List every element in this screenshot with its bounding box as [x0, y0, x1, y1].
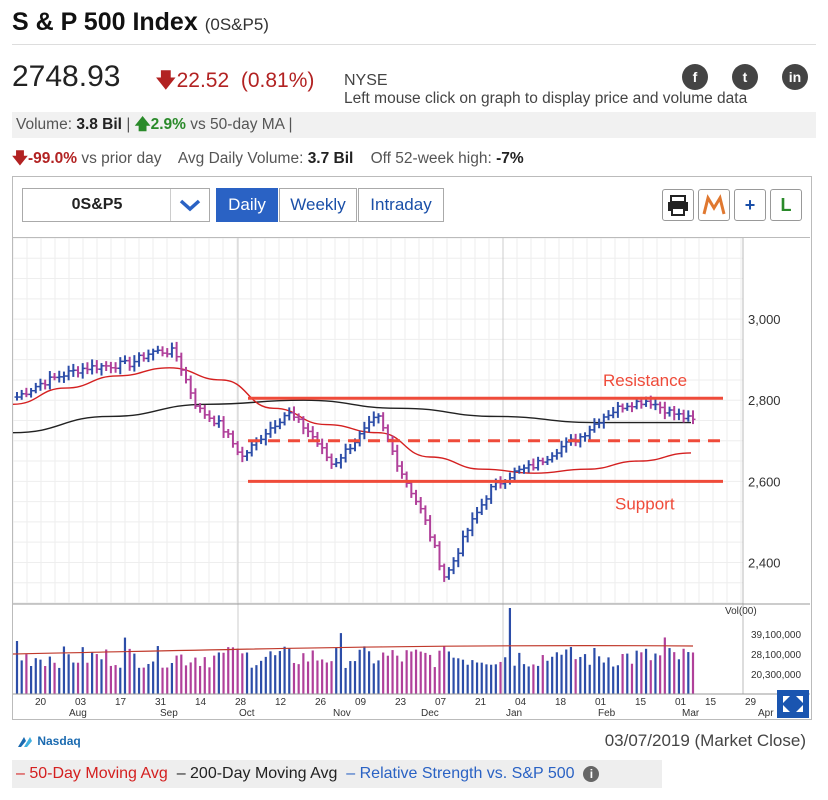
day-tick-label: 15 — [705, 697, 717, 708]
add-icon[interactable]: + — [734, 189, 766, 221]
legend-ma200: 200-Day Moving Avg — [190, 765, 338, 782]
off-high-label: Off 52-week high: — [370, 150, 492, 167]
month-tick-label: Mar — [682, 708, 700, 718]
volume-tick-label: 28,100,000 — [751, 650, 801, 661]
month-tick-label: Aug — [69, 708, 87, 718]
legend-ma50: 50-Day Moving Avg — [29, 765, 168, 782]
markup-icon[interactable] — [698, 189, 730, 221]
off-high-value: -7% — [496, 150, 524, 167]
price-chart[interactable]: Resistance Support 2,400 2,600 2,800 3,000 V… — [13, 238, 810, 718]
day-tick-label: 21 — [475, 697, 487, 708]
ma200-line — [13, 399, 691, 434]
info-icon[interactable]: i — [583, 765, 600, 782]
chart-hint: Left mouse click on graph to display pri… — [344, 90, 748, 107]
day-tick-label: 23 — [395, 697, 407, 708]
volume-value: 3.8 Bil — [76, 116, 122, 133]
layout-icon[interactable]: L — [770, 189, 802, 221]
zoom-icon — [777, 690, 809, 718]
month-tick-label: Sep — [160, 708, 178, 718]
resistance-label: Resistance — [603, 371, 687, 390]
volume-pane: Vol(00) 39,100,000 28,100,000 20,300,000 — [13, 606, 801, 694]
symbol-selector[interactable]: 0S&P5 — [22, 188, 210, 222]
price-tick-label: 3,000 — [748, 312, 781, 327]
month-tick-label: Oct — [239, 708, 255, 718]
day-tick-label: 29 — [745, 697, 757, 708]
support-label: Support — [615, 494, 675, 513]
price-bars — [14, 341, 696, 582]
tab-weekly[interactable]: Weekly — [279, 188, 357, 222]
price-change: 🡇22.52 (0.81%) — [155, 66, 314, 101]
volume-tick-label: 39,100,000 — [751, 630, 801, 641]
price-axis: 2,400 2,600 2,800 3,000 — [748, 312, 781, 570]
tab-daily[interactable]: Daily — [216, 188, 278, 222]
day-tick-label: 01 — [675, 697, 687, 708]
date-axis: 2003173114281226092307210418011501152912… — [13, 693, 810, 718]
volume-stats-bar: Volume: 3.8 Bil | 🡅2.9% vs 50-day MA | — [12, 112, 816, 138]
source-label: Nasdaq — [37, 734, 81, 748]
price-tick-label: 2,400 — [748, 555, 781, 570]
month-tick-label: Apr — [758, 708, 774, 718]
down-arrow-icon: 🡇 — [12, 150, 28, 167]
avg-volume-value: 3.7 Bil — [307, 150, 354, 167]
day-tick-label: 17 — [115, 697, 127, 708]
month-tick-label: Dec — [421, 708, 439, 718]
day-tick-label: 03 — [75, 697, 87, 708]
day-tick-label: 01 — [595, 697, 607, 708]
linkedin-icon[interactable]: in — [782, 64, 808, 90]
last-price: 2748.93 — [12, 60, 121, 93]
vs-ma-label: vs 50-day MA — [190, 116, 285, 133]
volume-tick-label: 20,300,000 — [751, 670, 801, 681]
daily-stats-bar: 🡇-99.0% vs prior day Avg Daily Volume: 3… — [12, 146, 524, 173]
change-value: 22.52 — [176, 69, 230, 92]
ma50-path — [13, 367, 692, 474]
day-tick-label: 28 — [235, 697, 247, 708]
change-percent: (0.81%) — [240, 69, 315, 92]
day-tick-label: 04 — [515, 697, 527, 708]
index-name: S & P 500 Index — [12, 8, 198, 36]
exchange-label: NYSE — [344, 72, 388, 89]
avg-volume-label: Avg Daily Volume: — [177, 150, 304, 167]
ma50-line — [13, 367, 692, 474]
volume-label: Volume: — [16, 116, 73, 133]
day-tick-label: 20 — [35, 697, 47, 708]
volume-axis-title: Vol(00) — [725, 606, 757, 617]
ma200-path — [13, 399, 691, 434]
up-arrow-icon: 🡅 — [134, 116, 151, 133]
volume-avg-line — [13, 645, 694, 655]
price-tick-label: 2,600 — [748, 474, 781, 489]
day-tick-label: 07 — [435, 697, 447, 708]
print-icon[interactable] — [662, 189, 694, 221]
day-tick-label: 15 — [635, 697, 647, 708]
month-tick-label: Feb — [598, 708, 616, 718]
header-divider — [12, 44, 816, 45]
month-tick-label: Jan — [506, 708, 522, 718]
price-tick-label: 2,800 — [748, 393, 781, 408]
annotations: Resistance Support — [248, 371, 723, 513]
day-tick-label: 18 — [555, 697, 567, 708]
index-symbol: (0S&P5) — [204, 15, 269, 34]
tab-intraday[interactable]: Intraday — [358, 188, 444, 222]
month-tick-label: Nov — [333, 708, 351, 718]
day-tick-label: 14 — [195, 697, 207, 708]
day-tick-label: 26 — [315, 697, 327, 708]
day-tick-label: 12 — [275, 697, 287, 708]
chevron-down-icon[interactable] — [170, 189, 209, 221]
symbol-input[interactable]: 0S&P5 — [71, 196, 123, 213]
page-title: S & P 500 Index (0S&P5) — [12, 8, 269, 37]
facebook-icon[interactable]: f — [682, 64, 708, 90]
twitter-icon[interactable]: t — [732, 64, 758, 90]
vs-ma-value: 2.9% — [150, 116, 186, 133]
prior-day-value: -99.0% — [27, 150, 78, 167]
down-arrow-icon: 🡇 — [155, 69, 177, 92]
day-tick-label: 09 — [355, 697, 367, 708]
legend-relative-strength: Relative Strength vs. S&P 500 — [359, 765, 575, 782]
as-of-date: 03/07/2019 (Market Close) — [604, 731, 806, 750]
chart-legend: – 50-Day Moving Avg – 200-Day Moving Avg… — [12, 760, 662, 788]
day-tick-label: 31 — [155, 697, 167, 708]
prior-day-label: vs prior day — [81, 150, 162, 167]
nasdaq-logo: Nasdaq — [16, 734, 81, 749]
chart-grid — [13, 238, 810, 694]
